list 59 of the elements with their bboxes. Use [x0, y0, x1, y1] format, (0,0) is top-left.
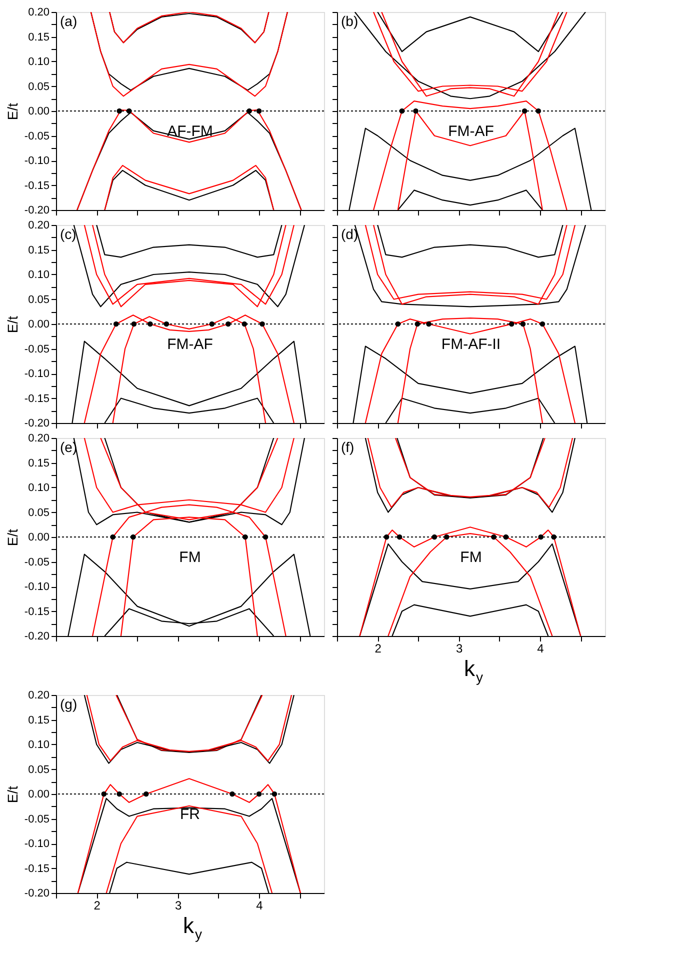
y-tick-label: 0.00 [28, 532, 50, 544]
y-tick-label: 0.05 [28, 764, 50, 776]
x-tick-label: 4 [537, 642, 544, 656]
annotation: FR [180, 806, 200, 823]
y-tick-label: -0.15 [24, 862, 50, 875]
y-axis-title: E/t [4, 786, 20, 804]
y-tick-label: 0.10 [28, 56, 50, 68]
y-tick-label: 0.10 [28, 269, 50, 281]
y-tick-label: -0.20 [24, 418, 50, 430]
annotation: (a) [60, 13, 78, 29]
annotation: FM-AF [448, 122, 494, 140]
x-tick-label: 4 [256, 898, 264, 912]
y-tick-label: 0.20 [28, 6, 50, 18]
y-tick-label: -0.15 [24, 392, 50, 405]
annotation: FM [460, 548, 482, 566]
y-tick-label: 0.00 [28, 106, 50, 118]
x-tick-label: 2 [374, 642, 382, 656]
y-tick-label: -0.05 [24, 813, 50, 826]
annotation: FM-AF-II [441, 336, 501, 353]
y-axis-title: E/t [4, 102, 20, 120]
y-tick-label: -0.20 [24, 630, 50, 642]
y-tick-label: 0.05 [28, 80, 50, 93]
annotation: (b) [341, 13, 358, 29]
annotation: AF-FM [167, 122, 213, 140]
y-tick-label: 0.15 [28, 31, 50, 44]
y-tick-label: 0.15 [28, 457, 50, 470]
y-tick-label: -0.05 [24, 556, 50, 568]
y-tick-label: -0.10 [24, 155, 50, 167]
y-tick-label: 0.10 [28, 739, 50, 751]
y-tick-label: 0.00 [28, 788, 50, 800]
y-tick-label: -0.20 [24, 204, 50, 216]
y-tick-label: -0.20 [24, 888, 50, 900]
x-tick-label: 2 [94, 898, 101, 912]
y-tick-label: 0.15 [28, 714, 50, 726]
y-tick-label: 0.20 [28, 690, 50, 702]
y-tick-label: 0.05 [28, 506, 50, 519]
annotation: (c) [60, 226, 76, 242]
annotation: (f) [341, 439, 354, 455]
y-tick-label: 0.00 [28, 318, 50, 330]
y-tick-label: -0.15 [24, 606, 50, 618]
y-axis-title: E/t [4, 316, 20, 334]
x-tick-label: 3 [174, 898, 182, 912]
x-tick-label: 3 [456, 642, 463, 656]
y-tick-label: 0.20 [28, 220, 50, 232]
y-tick-label: -0.15 [24, 180, 50, 192]
y-tick-label: -0.05 [24, 130, 50, 142]
y-tick-label: 0.10 [28, 482, 50, 494]
annotation: (g) [60, 696, 78, 712]
y-tick-label: -0.10 [24, 581, 50, 593]
annotation: FM [179, 548, 201, 566]
y-axis-title: E/t [4, 528, 20, 546]
annotation: FM-AF [167, 336, 213, 353]
y-tick-label: -0.10 [24, 838, 50, 850]
y-tick-label: -0.05 [24, 343, 50, 356]
annotation: (d) [341, 226, 358, 242]
y-tick-label: 0.15 [28, 244, 50, 256]
y-tick-label: 0.05 [28, 294, 50, 306]
y-tick-label: 0.20 [28, 432, 50, 444]
y-tick-label: -0.10 [24, 368, 50, 380]
